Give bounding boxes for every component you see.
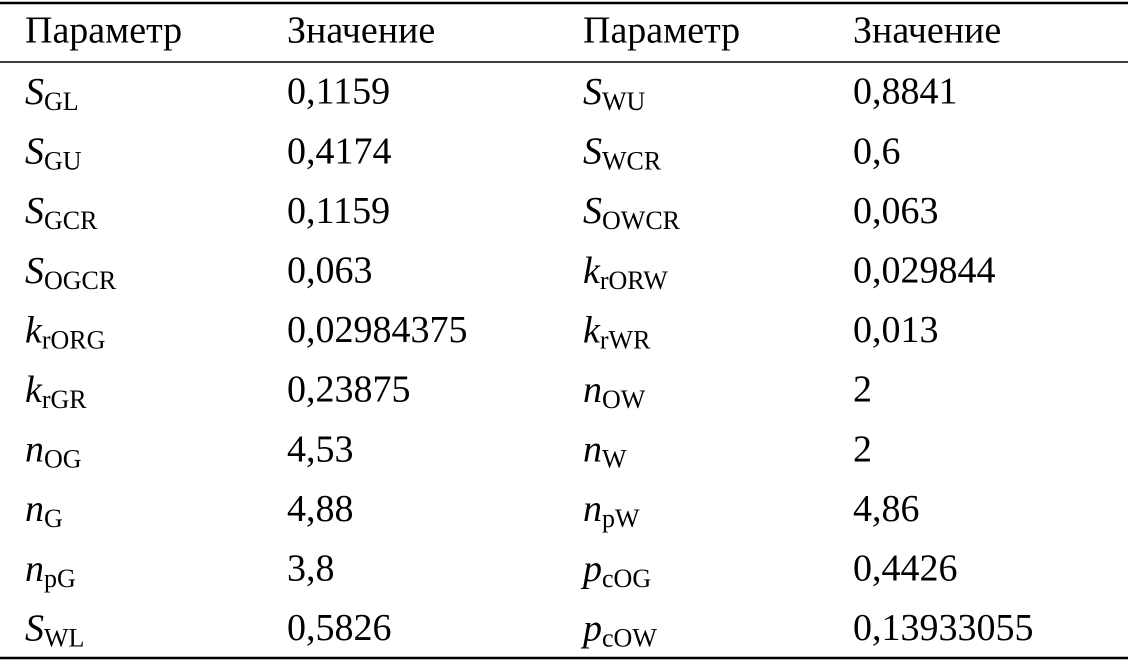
parameter-symbol: S (25, 71, 44, 113)
value-cell: 0,1159 (287, 71, 390, 113)
parameter-subscript: OWCR (602, 206, 681, 235)
parameter-symbol: S (25, 250, 44, 292)
value-cell: 2 (853, 369, 872, 411)
value-cell: 0,1159 (287, 190, 390, 232)
parameter-symbol: S (25, 130, 44, 172)
parameter-symbol: n (583, 488, 602, 530)
parameter: npW (583, 488, 640, 533)
parameter: krORG (25, 309, 105, 354)
parameter: nOG (25, 428, 82, 473)
parameter: pcOG (580, 548, 651, 593)
parameter-symbol: n (583, 369, 602, 411)
parameter-symbol: p (580, 607, 602, 649)
value-cell: 0,23875 (287, 369, 411, 411)
parameter-subscript: GL (44, 87, 79, 116)
parameter-subscript: pW (602, 504, 640, 533)
header-cell: Значение (287, 10, 435, 52)
parameter: SGCR (25, 190, 98, 235)
parameter-subscript: cOG (602, 564, 651, 593)
parameter: krORW (583, 250, 668, 295)
parameter: SGU (25, 130, 82, 175)
parameter: SWL (25, 607, 84, 652)
parameter: krGR (25, 369, 87, 414)
value-cell: 0,13933055 (853, 607, 1034, 649)
value-cell: 0,8841 (853, 71, 958, 113)
value-cell: 4,88 (287, 488, 354, 530)
parameter: nW (583, 428, 627, 473)
header-cell: Параметр (25, 10, 182, 52)
value-cell: 2 (853, 428, 872, 470)
value-cell: 4,53 (287, 428, 354, 470)
value-cell: 4,86 (853, 488, 920, 530)
parameter-symbol: k (583, 250, 601, 292)
parameter: nG (25, 488, 63, 533)
parameter: SWU (583, 71, 646, 116)
parameter-subscript: rORG (42, 325, 106, 354)
parameter-subscript: GU (44, 147, 82, 176)
parameter-symbol: n (25, 548, 44, 590)
parameter: nOW (583, 369, 646, 414)
parameter-subscript: rGR (42, 385, 87, 414)
parameter: npG (25, 548, 76, 593)
parameter: pcOW (580, 607, 657, 652)
value-cell: 0,063 (853, 190, 939, 232)
value-cell: 0,013 (853, 309, 939, 351)
parameter-subscript: rORW (600, 266, 668, 295)
parameter-symbol: S (583, 71, 602, 113)
parameter: SOWCR (583, 190, 681, 235)
parameter-symbol: n (25, 428, 44, 470)
parameter-subscript: G (44, 504, 63, 533)
parameter-subscript: OW (602, 385, 646, 414)
header-cell: Значение (853, 10, 1001, 52)
value-cell: 0,5826 (287, 607, 392, 649)
parameter: SWCR (583, 130, 662, 175)
header-cell: Параметр (583, 10, 740, 52)
parameter-symbol: n (583, 428, 602, 470)
parameter-subscript: W (602, 445, 627, 474)
parameter-subscript: WU (602, 87, 646, 116)
value-cell: 0,02984375 (287, 309, 468, 351)
parameter: krWR (583, 309, 651, 354)
parameter-symbol: S (25, 607, 44, 649)
parameter: SGL (25, 71, 79, 116)
value-cell: 0,6 (853, 130, 901, 172)
parameter-subscript: rWR (600, 325, 651, 354)
parameter-symbol: p (580, 548, 602, 590)
parameter-symbol: S (25, 190, 44, 232)
parameter-symbol: k (25, 309, 43, 351)
parameter-symbol: k (25, 369, 43, 411)
parameter-subscript: OGCR (44, 266, 117, 295)
parameter-subscript: GCR (44, 206, 98, 235)
value-cell: 3,8 (287, 548, 335, 590)
parameter-subscript: cOW (602, 623, 657, 652)
parameter: SOGCR (25, 250, 117, 295)
value-cell: 0,063 (287, 250, 373, 292)
parameter-subscript: WL (44, 623, 84, 652)
parameter-subscript: WCR (602, 147, 662, 176)
parameter-subscript: pG (44, 564, 76, 593)
parameter-subscript: OG (44, 445, 82, 474)
parameter-symbol: n (25, 488, 44, 530)
value-cell: 0,4426 (853, 548, 958, 590)
parameter-symbol: S (583, 130, 602, 172)
parameter-symbol: S (583, 190, 602, 232)
value-cell: 0,029844 (853, 250, 996, 292)
parameter-symbol: k (583, 309, 601, 351)
value-cell: 0,4174 (287, 130, 392, 172)
